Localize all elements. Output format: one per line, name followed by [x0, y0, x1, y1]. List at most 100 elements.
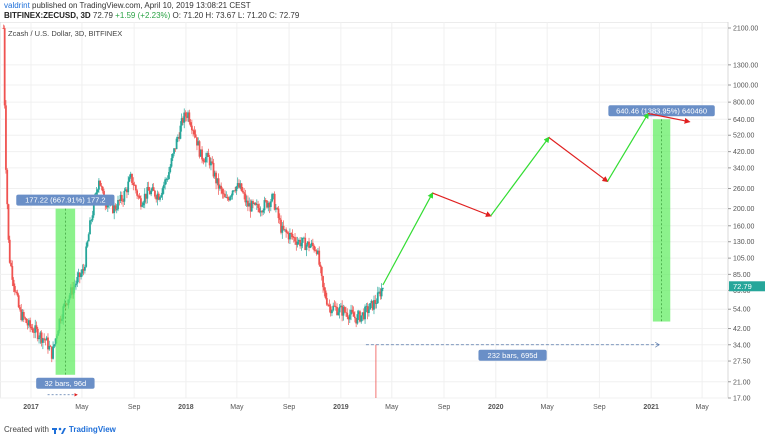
candle-body: [53, 344, 56, 347]
candle-body: [218, 185, 221, 189]
candle-body: [96, 189, 99, 193]
green-projection-arrow: [382, 191, 434, 286]
candle-body: [381, 287, 384, 289]
candle-body: [254, 202, 257, 205]
candle-body: [208, 156, 211, 166]
candle-body: [320, 266, 323, 277]
candle-body: [369, 303, 372, 310]
candle-body: [133, 185, 136, 186]
y-tick-label: 200.00: [733, 206, 755, 213]
candle-body: [183, 112, 186, 123]
candle-body: [171, 153, 174, 159]
candle-body: [220, 185, 223, 190]
y-tick-label: 130.00: [733, 239, 755, 246]
author-link[interactable]: valdrint: [4, 1, 30, 10]
footer: Created with TradingView: [4, 424, 116, 436]
candle-body: [236, 183, 239, 187]
candle-body: [87, 234, 90, 242]
candle-body: [45, 337, 48, 341]
candle-body: [147, 187, 150, 191]
y-tick-label: 85.00: [733, 272, 751, 279]
candle-body: [352, 312, 355, 317]
candle-body: [85, 246, 88, 267]
candle-body: [92, 200, 95, 216]
candle-body: [90, 220, 93, 222]
candle-body: [249, 203, 252, 212]
candle-body: [166, 178, 169, 180]
candle-body: [341, 305, 344, 316]
candle-body: [262, 210, 265, 213]
candle-body: [78, 272, 81, 278]
candle-body: [277, 208, 280, 219]
tradingview-brand[interactable]: TradingView: [68, 425, 116, 434]
candle-body: [127, 181, 130, 193]
candle-body: [194, 134, 197, 138]
candle-body: [374, 300, 377, 304]
y-tick-label: 640.00: [733, 117, 755, 124]
candle-body: [150, 190, 153, 195]
candle-body: [132, 182, 135, 186]
candle-body: [285, 229, 288, 233]
candle-body: [193, 130, 196, 135]
candle-body: [266, 200, 268, 208]
candle-body: [192, 130, 195, 131]
candle-body: [229, 196, 231, 201]
candle-body: [17, 295, 20, 308]
candle-body: [292, 237, 295, 238]
candle-body: [22, 312, 25, 318]
candle-body: [273, 193, 276, 210]
candle-body: [283, 229, 286, 231]
candle-body: [207, 153, 210, 157]
candle-body: [129, 173, 132, 178]
candle-body: [44, 339, 47, 341]
candle-body: [360, 315, 363, 322]
candle-body: [152, 187, 155, 191]
candles: [2, 24, 384, 363]
candle-body: [39, 332, 42, 338]
candle-body: [138, 195, 141, 199]
x-tick-label: 2018: [178, 404, 194, 411]
candle-body: [30, 326, 33, 329]
green-projection-arrow: [490, 136, 550, 217]
candle-body: [174, 148, 177, 150]
candle-body: [380, 288, 383, 297]
candle-body: [253, 202, 256, 204]
range-bars-label: 32 bars, 96d: [45, 379, 87, 388]
candle-body: [168, 172, 170, 179]
candle-body: [300, 242, 303, 247]
candle-body: [201, 149, 203, 160]
x-tick-label: May: [75, 404, 89, 411]
measure-arrowhead: [655, 341, 660, 348]
candle-body: [337, 312, 340, 315]
candle-body: [203, 161, 206, 163]
candle-body: [98, 180, 100, 190]
candle-body: [48, 345, 51, 350]
candle-body: [21, 312, 24, 321]
red-projection-arrow: [648, 112, 691, 124]
candle-body: [113, 205, 116, 214]
candle-body: [196, 137, 198, 146]
y-tick-label: 160.00: [733, 223, 755, 230]
y-tick-label: 69.00: [733, 288, 751, 295]
candle-body: [313, 245, 316, 251]
candle-body: [343, 307, 346, 312]
chart-header: valdrint published on TradingView.com, A…: [4, 1, 764, 21]
candle-body: [276, 207, 279, 209]
publish-line: valdrint published on TradingView.com, A…: [4, 1, 764, 11]
x-tick-label: May: [230, 404, 244, 411]
candle-body: [161, 188, 164, 195]
range-label-bg: [608, 105, 715, 117]
price-chart[interactable]: 177.22 (667.91%) 177.2 32 bars, 96d 640.46…: [0, 22, 768, 422]
candle-body: [359, 311, 361, 322]
candle-body: [232, 190, 235, 192]
last-price-tag: [729, 281, 765, 292]
candle-body: [353, 316, 356, 319]
candle-body: [117, 200, 119, 210]
candle-body: [328, 304, 331, 307]
price-axis[interactable]: 2100.00 1300.00 1000.00 800.00 640.00 520.00 4…: [728, 26, 765, 403]
candle-body: [83, 266, 86, 271]
candle-body: [34, 325, 37, 333]
time-axis[interactable]: 2017 May Sep 2018 May Sep 2019 May Sep 2020 May Sep…: [23, 404, 709, 411]
candle-body: [41, 338, 44, 343]
x-tick-label: Sep: [593, 404, 606, 411]
